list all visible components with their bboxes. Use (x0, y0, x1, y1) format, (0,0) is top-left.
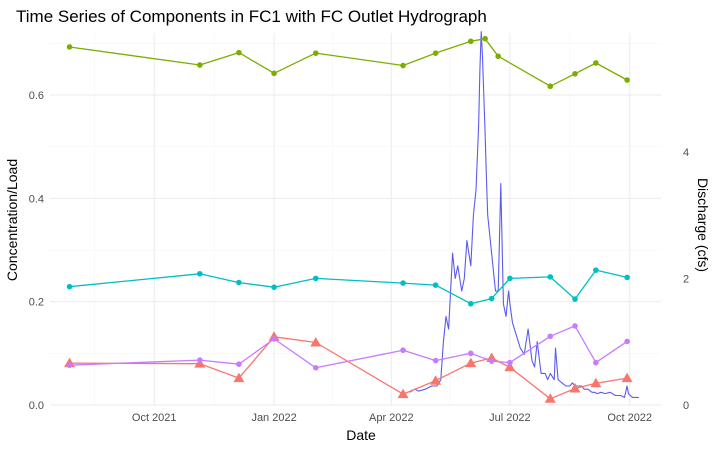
x-axis-title: Date (346, 427, 376, 443)
data-point (569, 382, 581, 393)
data-point (507, 359, 513, 366)
data-point (572, 71, 578, 77)
data-point (621, 372, 633, 383)
data-point (572, 296, 578, 302)
data-point (236, 279, 242, 286)
data-point (397, 388, 409, 399)
data-point (432, 50, 439, 56)
data-point (236, 49, 242, 56)
series-line (69, 38, 628, 87)
chart-title: Time Series of Components in FC1 with FC… (16, 7, 487, 26)
gridlines (50, 33, 661, 406)
data-point (271, 70, 277, 77)
data-point (507, 275, 513, 282)
y2-tick-label: 2 (683, 273, 689, 285)
x-tick-label: Oct 2022 (607, 412, 652, 424)
y-tick-label: 0.2 (29, 297, 44, 309)
data-point (197, 357, 203, 363)
data-point (312, 275, 319, 282)
y-tick-label: 0.4 (29, 193, 44, 205)
data-point (488, 358, 495, 364)
data-point (547, 83, 554, 90)
data-point (271, 336, 277, 342)
data-point (66, 362, 73, 369)
data-point (312, 365, 319, 371)
data-point (400, 347, 406, 354)
data-point (593, 267, 599, 273)
data-point (197, 62, 203, 68)
data-point (432, 357, 439, 364)
y2-tick-label: 4 (683, 147, 689, 159)
series-line (69, 269, 628, 305)
data-point (233, 372, 245, 383)
data-point (312, 50, 319, 56)
data-point (624, 77, 630, 83)
series-line (69, 325, 628, 369)
data-point (482, 35, 488, 42)
data-point (194, 358, 206, 368)
data-point (400, 280, 406, 286)
y-tick-label: 0.0 (29, 400, 44, 412)
y2-tick-label: 0 (683, 400, 689, 412)
data-point (544, 393, 556, 403)
data-point (236, 361, 242, 367)
series-line (69, 336, 628, 400)
y-axis-title: Concentration/Load (4, 159, 20, 281)
x-tick-label: Oct 2021 (132, 412, 177, 424)
data-point (624, 274, 630, 281)
series-layer (64, 31, 639, 403)
data-point (400, 62, 406, 69)
data-point (495, 53, 501, 60)
data-point (467, 300, 474, 307)
y-tick-label: 0.6 (29, 90, 44, 102)
data-point (593, 60, 599, 66)
data-point (66, 44, 73, 50)
data-point (66, 283, 73, 290)
data-point (465, 357, 477, 368)
data-point (432, 282, 439, 288)
data-point (547, 333, 554, 340)
data-point (572, 323, 578, 329)
x-tick-label: Jan 2022 (251, 412, 296, 424)
y2-axis-title: Discharge (cfs) (695, 178, 711, 272)
data-point (197, 270, 203, 277)
data-point (467, 350, 474, 357)
data-point (590, 377, 602, 388)
data-point (310, 336, 322, 347)
data-point (624, 338, 630, 345)
data-point (271, 284, 277, 291)
data-point (593, 359, 599, 366)
data-point (547, 274, 554, 280)
x-tick-label: Apr 2022 (369, 412, 414, 424)
data-point (430, 375, 442, 385)
x-tick-label: Jul 2022 (489, 412, 531, 424)
data-point (467, 38, 474, 45)
tick-labels: 0.0 0.2 0.4 0.6 0 2 4 Oct 2021 Jan 2022 Apr 2022 J… (29, 90, 689, 424)
data-point (504, 361, 516, 372)
data-point (488, 295, 495, 302)
series-line (409, 31, 639, 398)
